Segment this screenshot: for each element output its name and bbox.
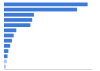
bar bbox=[4, 13, 34, 17]
bar bbox=[4, 60, 7, 64]
bar bbox=[4, 23, 30, 27]
x-axis bbox=[5, 69, 93, 70]
bar bbox=[4, 28, 16, 32]
bars bbox=[4, 3, 88, 69]
chart bbox=[0, 0, 100, 71]
bar bbox=[4, 54, 8, 58]
bar bbox=[4, 49, 8, 53]
bar bbox=[4, 3, 88, 7]
bar bbox=[4, 39, 12, 43]
bar bbox=[4, 18, 32, 22]
bar bbox=[4, 34, 14, 38]
bar bbox=[4, 44, 10, 48]
bar bbox=[4, 65, 6, 69]
axis-line bbox=[5, 69, 93, 70]
plot bbox=[4, 3, 93, 70]
bar bbox=[4, 8, 77, 12]
